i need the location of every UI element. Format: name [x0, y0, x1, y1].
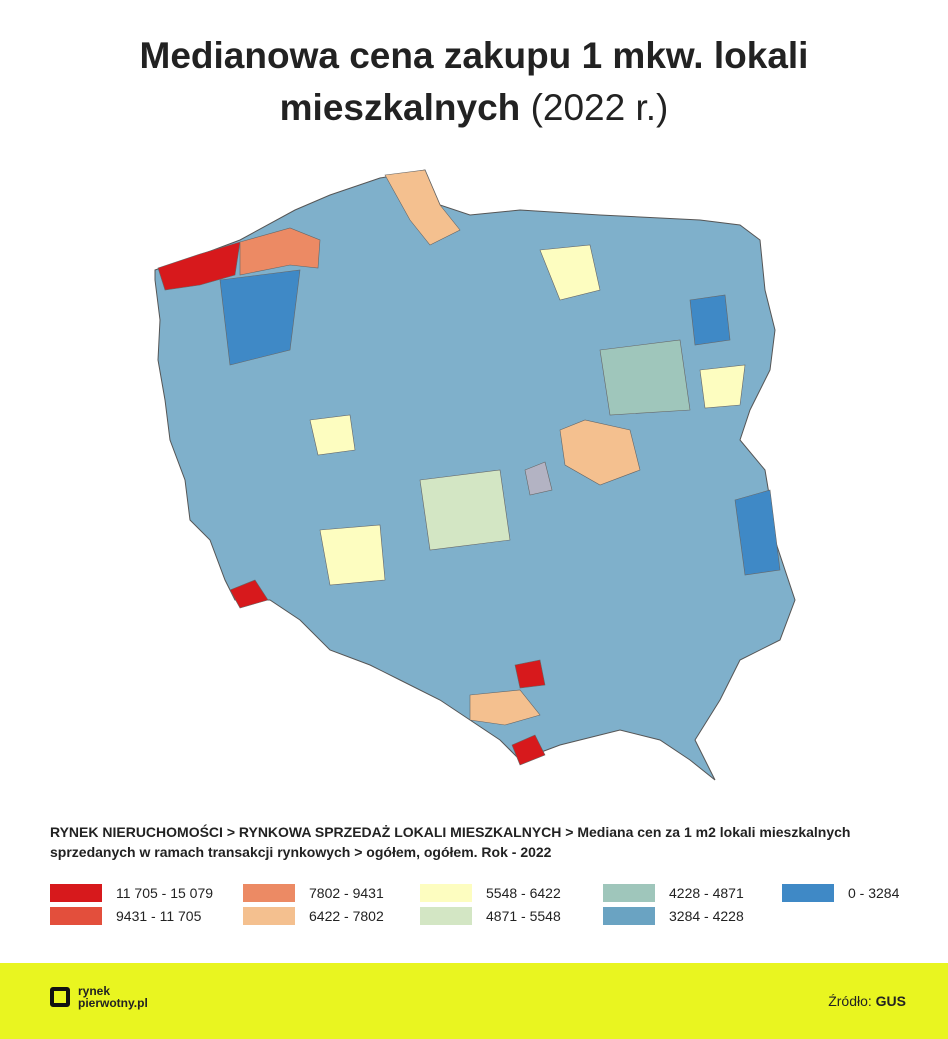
region: [384, 169, 461, 246]
region: [319, 524, 386, 586]
region: [524, 461, 553, 496]
legend-label: 4228 - 4871: [669, 885, 744, 901]
legend-item: 4871 - 5548: [420, 907, 561, 925]
region: [419, 469, 511, 551]
logo: rynek pierwotny.pl: [50, 985, 148, 1009]
region: [511, 734, 546, 766]
legend-item: 4228 - 4871: [603, 884, 744, 902]
title: Medianowa cena zakupu 1 mkw. lokali mies…: [90, 30, 858, 134]
legend-label: 7802 - 9431: [309, 885, 384, 901]
regions: [157, 169, 781, 766]
legend-item: 6422 - 7802: [243, 907, 384, 925]
legend-label: 9431 - 11 705: [116, 908, 202, 924]
legend: 11 705 - 15 079 9431 - 11 705 7802 - 9431 6…: [50, 884, 930, 934]
source-value: GUS: [875, 993, 906, 1009]
region: [699, 364, 746, 409]
legend-swatch: [420, 907, 472, 925]
legend-item: 7802 - 9431: [243, 884, 384, 902]
region: [734, 489, 781, 576]
region: [559, 419, 641, 486]
legend-label: 5548 - 6422: [486, 885, 561, 901]
region: [539, 244, 601, 301]
legend-item: 0 - 3284: [782, 884, 899, 902]
legend-item: 11 705 - 15 079: [50, 884, 213, 902]
legend-item: 9431 - 11 705: [50, 907, 201, 925]
legend-swatch: [603, 884, 655, 902]
region: [219, 269, 301, 366]
region: [514, 659, 546, 689]
footer: rynek pierwotny.pl Źródło: GUS: [0, 963, 948, 1039]
legend-swatch: [50, 884, 102, 902]
legend-label: 0 - 3284: [848, 885, 900, 901]
region: [157, 241, 241, 291]
logo-top: rynek: [78, 984, 111, 998]
region: [599, 339, 691, 416]
logo-icon: [50, 987, 70, 1007]
legend-swatch: [243, 907, 295, 925]
source-label: Źródło:: [828, 993, 872, 1009]
source: Źródło: GUS: [828, 993, 906, 1009]
title-main: Medianowa cena zakupu 1 mkw. lokali mies…: [139, 35, 809, 128]
legend-swatch: [420, 884, 472, 902]
region: [239, 227, 321, 276]
legend-label: 4871 - 5548: [486, 908, 561, 924]
legend-label: 6422 - 7802: [309, 908, 384, 924]
title-suffix: (2022 r.): [530, 87, 669, 128]
region: [229, 579, 269, 609]
legend-label: 3284 - 4228: [669, 908, 744, 924]
legend-item: 3284 - 4228: [603, 907, 744, 925]
legend-item: 5548 - 6422: [420, 884, 561, 902]
region: [309, 414, 356, 456]
legend-swatch: [50, 907, 102, 925]
description: RYNEK NIERUCHOMOŚCI > RYNKOWA SPRZEDAŻ L…: [50, 824, 851, 860]
logo-bottom: pierwotny.pl: [78, 996, 148, 1010]
region: [689, 294, 731, 346]
logo-text: rynek pierwotny.pl: [78, 985, 148, 1009]
map: [154, 169, 796, 781]
region: [469, 689, 541, 726]
legend-label: 11 705 - 15 079: [116, 885, 214, 901]
legend-swatch: [603, 907, 655, 925]
legend-swatch: [243, 884, 295, 902]
legend-swatch: [782, 884, 834, 902]
